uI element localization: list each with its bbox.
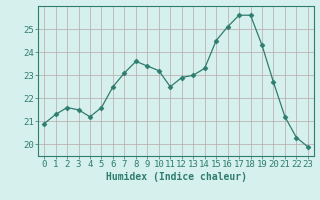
X-axis label: Humidex (Indice chaleur): Humidex (Indice chaleur) (106, 172, 246, 182)
